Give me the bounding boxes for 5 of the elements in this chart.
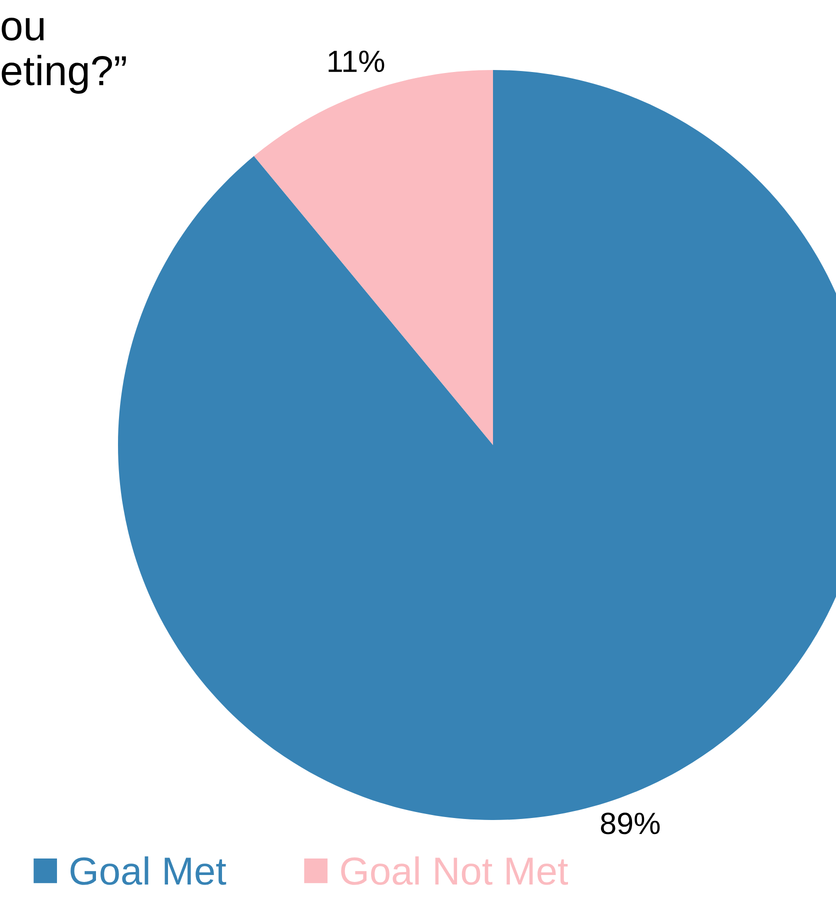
data-label: 89%: [600, 812, 660, 834]
chart-title: ou eting?”: [2, 18, 126, 94]
data-label: 11%: [328, 50, 384, 72]
legend-label: Goal Met: [70, 856, 226, 885]
legend-label: Goal Not Met: [341, 856, 568, 885]
